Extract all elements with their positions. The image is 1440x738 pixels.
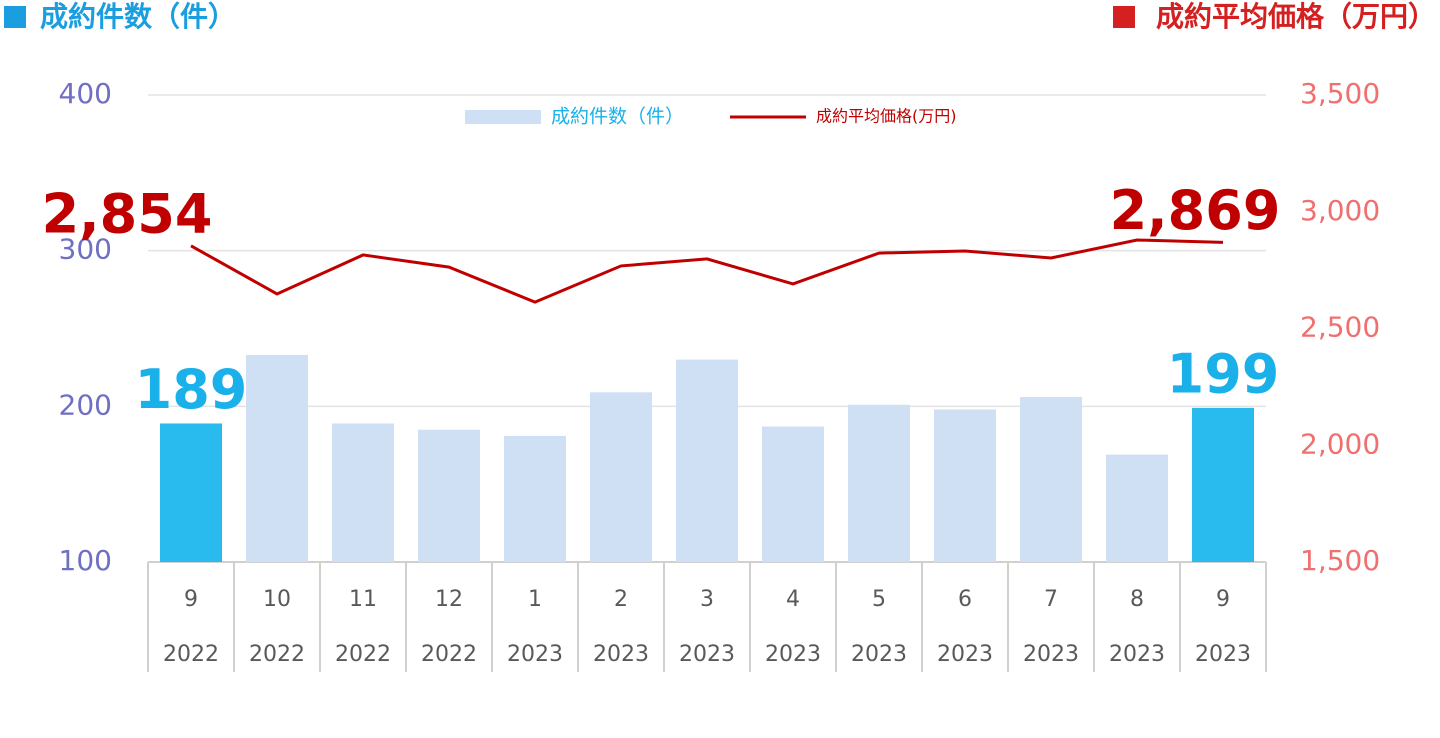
- y2-tick-label: 2,000: [1300, 427, 1380, 460]
- y2-tick-label: 3,000: [1300, 194, 1380, 227]
- bar: [160, 423, 222, 562]
- x-year-label: 2023: [1109, 642, 1165, 667]
- x-year-label: 2023: [851, 642, 907, 667]
- y2-tick-label: 3,500: [1300, 77, 1380, 110]
- data-label: 2,869: [1110, 179, 1281, 242]
- x-tick-label: 9: [1216, 587, 1230, 612]
- bar: [934, 409, 996, 562]
- legend-square: [1113, 6, 1135, 28]
- x-year-label: 2022: [249, 642, 305, 667]
- y-tick-label: 400: [59, 77, 112, 110]
- bar: [762, 426, 824, 562]
- x-year-label: 2022: [163, 642, 219, 667]
- bar: [590, 392, 652, 562]
- y-tick-label: 100: [59, 544, 112, 577]
- bar: [1192, 407, 1254, 562]
- x-tick-label: 6: [958, 587, 972, 612]
- x-tick-label: 5: [872, 587, 886, 612]
- bar: [246, 354, 308, 562]
- data-label: 2,854: [42, 182, 213, 245]
- legend-label: 成約件数（件）: [551, 106, 684, 128]
- bar: [848, 404, 910, 562]
- x-year-label: 2022: [421, 642, 477, 667]
- x-tick-label: 3: [700, 587, 714, 612]
- x-year-label: 2023: [593, 642, 649, 667]
- y-tick-label: 300: [59, 233, 112, 266]
- x-tick-label: 1: [528, 587, 542, 612]
- y2-tick-label: 1,500: [1300, 544, 1380, 577]
- x-year-label: 2023: [937, 642, 993, 667]
- x-tick-label: 7: [1044, 587, 1058, 612]
- x-year-label: 2022: [335, 642, 391, 667]
- legend-square: [4, 6, 26, 28]
- bar: [676, 359, 738, 562]
- x-tick-label: 11: [349, 587, 377, 612]
- bar: [504, 435, 566, 562]
- data-label: 199: [1167, 343, 1280, 406]
- x-year-label: 2023: [1023, 642, 1079, 667]
- x-year-label: 2023: [679, 642, 735, 667]
- x-tick-label: 8: [1130, 587, 1144, 612]
- left-title: 成約件数（件）: [40, 0, 236, 33]
- right-title: 成約平均価格（万円）: [1156, 0, 1436, 33]
- x-tick-label: 9: [184, 587, 198, 612]
- x-tick-label: 4: [786, 587, 800, 612]
- x-tick-label: 12: [435, 587, 463, 612]
- y2-tick-label: 2,500: [1300, 311, 1380, 344]
- legend-swatch: [465, 110, 541, 124]
- bar: [332, 423, 394, 562]
- bar: [1020, 396, 1082, 562]
- x-year-label: 2023: [765, 642, 821, 667]
- x-tick-label: 2: [614, 587, 628, 612]
- bar: [1106, 454, 1168, 562]
- data-label: 189: [135, 358, 248, 421]
- x-tick-label: 10: [263, 587, 291, 612]
- legend-label: 成約平均価格(万円): [816, 107, 957, 126]
- x-year-label: 2023: [507, 642, 563, 667]
- y-tick-label: 200: [59, 388, 112, 421]
- x-year-label: 2023: [1195, 642, 1251, 667]
- line: [190, 238, 1224, 304]
- bar: [418, 429, 480, 562]
